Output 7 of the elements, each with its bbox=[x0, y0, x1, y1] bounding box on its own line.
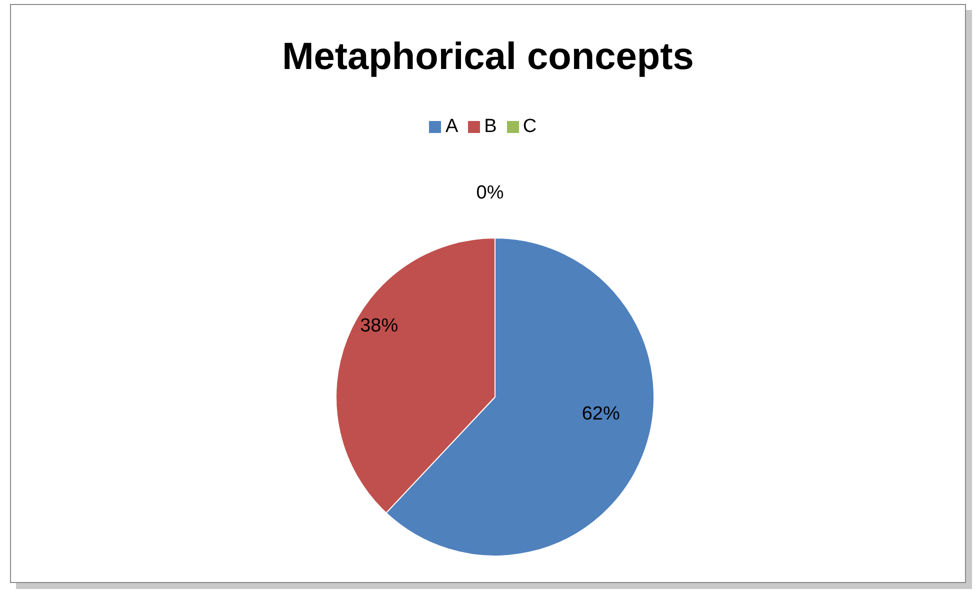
text: 0% bbox=[476, 182, 504, 204]
legend-label: C bbox=[522, 116, 537, 137]
data-label: 38% bbox=[360, 316, 398, 337]
legend-label: B bbox=[484, 116, 497, 137]
data-label: 62% bbox=[582, 403, 620, 424]
legend-label: A bbox=[445, 116, 458, 137]
chart-title: Metaphorical concepts bbox=[281, 36, 695, 79]
